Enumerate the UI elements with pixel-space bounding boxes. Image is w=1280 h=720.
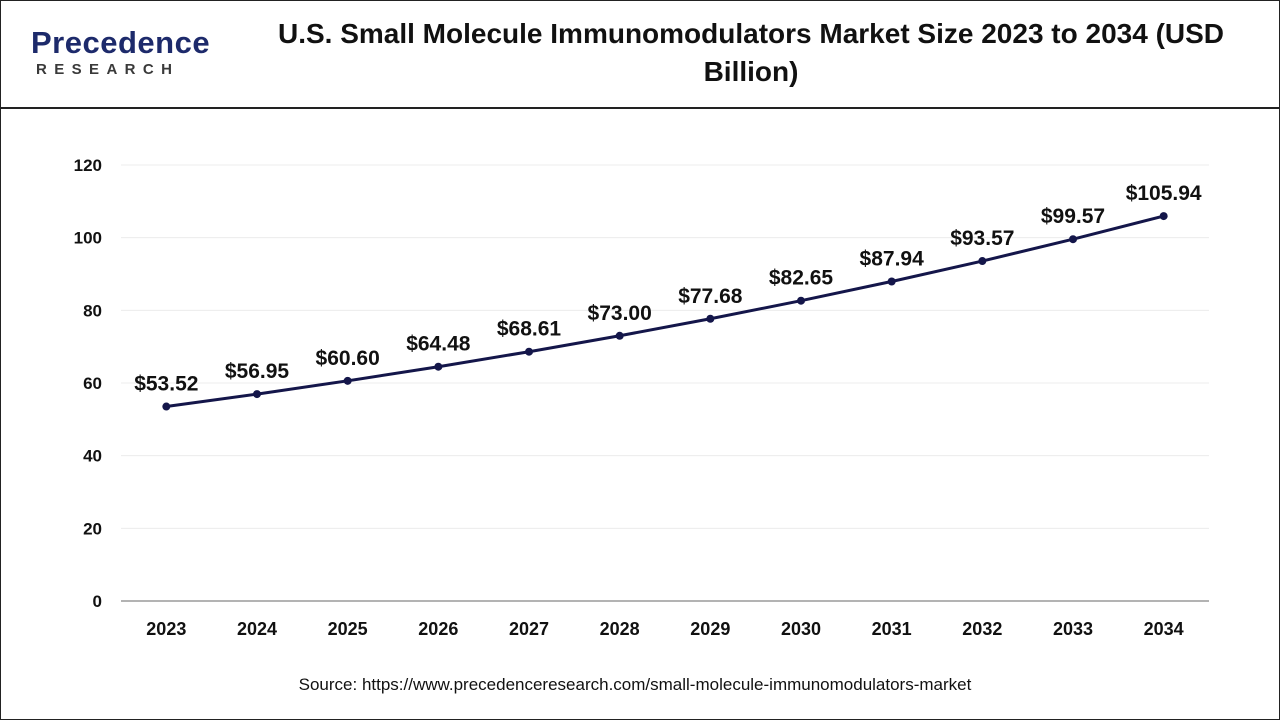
data-point bbox=[162, 402, 171, 411]
data-point bbox=[978, 257, 987, 266]
data-point bbox=[706, 314, 715, 323]
x-tick-label: 2025 bbox=[328, 619, 368, 639]
data-point bbox=[434, 362, 443, 371]
data-point bbox=[615, 331, 624, 340]
x-tick-label: 2032 bbox=[962, 619, 1002, 639]
data-label: $82.65 bbox=[769, 267, 834, 290]
y-tick-label: 0 bbox=[93, 592, 102, 611]
data-label: $73.00 bbox=[588, 302, 652, 325]
y-tick-label: 40 bbox=[83, 447, 102, 466]
data-point bbox=[1069, 235, 1077, 244]
data-label: $68.61 bbox=[497, 318, 562, 341]
x-tick-label: 2030 bbox=[781, 619, 821, 639]
line-chart: 0 20 40 60 80 100 120 2023 2024 2025 2026 2027 2028 2… bbox=[74, 156, 1209, 639]
source-note: Source: https://www.precedenceresearch.c… bbox=[298, 675, 972, 694]
data-label: $93.57 bbox=[950, 227, 1014, 250]
data-label: $99.57 bbox=[1041, 205, 1105, 228]
x-tick-label: 2031 bbox=[872, 619, 912, 639]
data-point bbox=[343, 376, 352, 385]
y-tick-label: 60 bbox=[83, 374, 102, 393]
data-label: $64.48 bbox=[406, 333, 471, 356]
data-point bbox=[797, 296, 805, 305]
x-tick-label: 2024 bbox=[237, 619, 277, 639]
x-tick-label: 2028 bbox=[600, 619, 640, 639]
data-point bbox=[1159, 212, 1168, 221]
data-label: $60.60 bbox=[316, 347, 380, 370]
brand-sub: RESEARCH bbox=[36, 61, 180, 78]
chart-title: U.S. Small Molecule Immunomodulators Mar… bbox=[277, 18, 1225, 87]
y-tick-label: 100 bbox=[74, 229, 102, 248]
data-label: $53.52 bbox=[134, 373, 198, 396]
data-point bbox=[253, 390, 261, 399]
x-tick-label: 2033 bbox=[1053, 619, 1093, 639]
y-tick-label: 80 bbox=[83, 301, 102, 320]
x-tick-label: 2023 bbox=[146, 619, 186, 639]
header: Precedence RESEARCH U.S. Small Molecule … bbox=[1, 1, 1279, 109]
series-line bbox=[166, 214, 1165, 409]
x-tick-label: 2027 bbox=[509, 619, 549, 639]
brand-logo: Precedence RESEARCH bbox=[31, 25, 231, 85]
data-label: $105.94 bbox=[1126, 182, 1202, 205]
x-tick-label: 2034 bbox=[1144, 619, 1184, 639]
y-tick-label: 120 bbox=[74, 156, 102, 175]
x-tick-label: 2026 bbox=[418, 619, 458, 639]
data-label: $87.94 bbox=[860, 247, 925, 270]
data-point bbox=[887, 277, 896, 286]
y-tick-label: 20 bbox=[83, 519, 102, 538]
brand-name: Precedence bbox=[31, 25, 211, 60]
data-label: $77.68 bbox=[678, 285, 743, 308]
x-tick-label: 2029 bbox=[690, 619, 730, 639]
data-point bbox=[525, 347, 533, 356]
data-label: $56.95 bbox=[225, 360, 290, 383]
